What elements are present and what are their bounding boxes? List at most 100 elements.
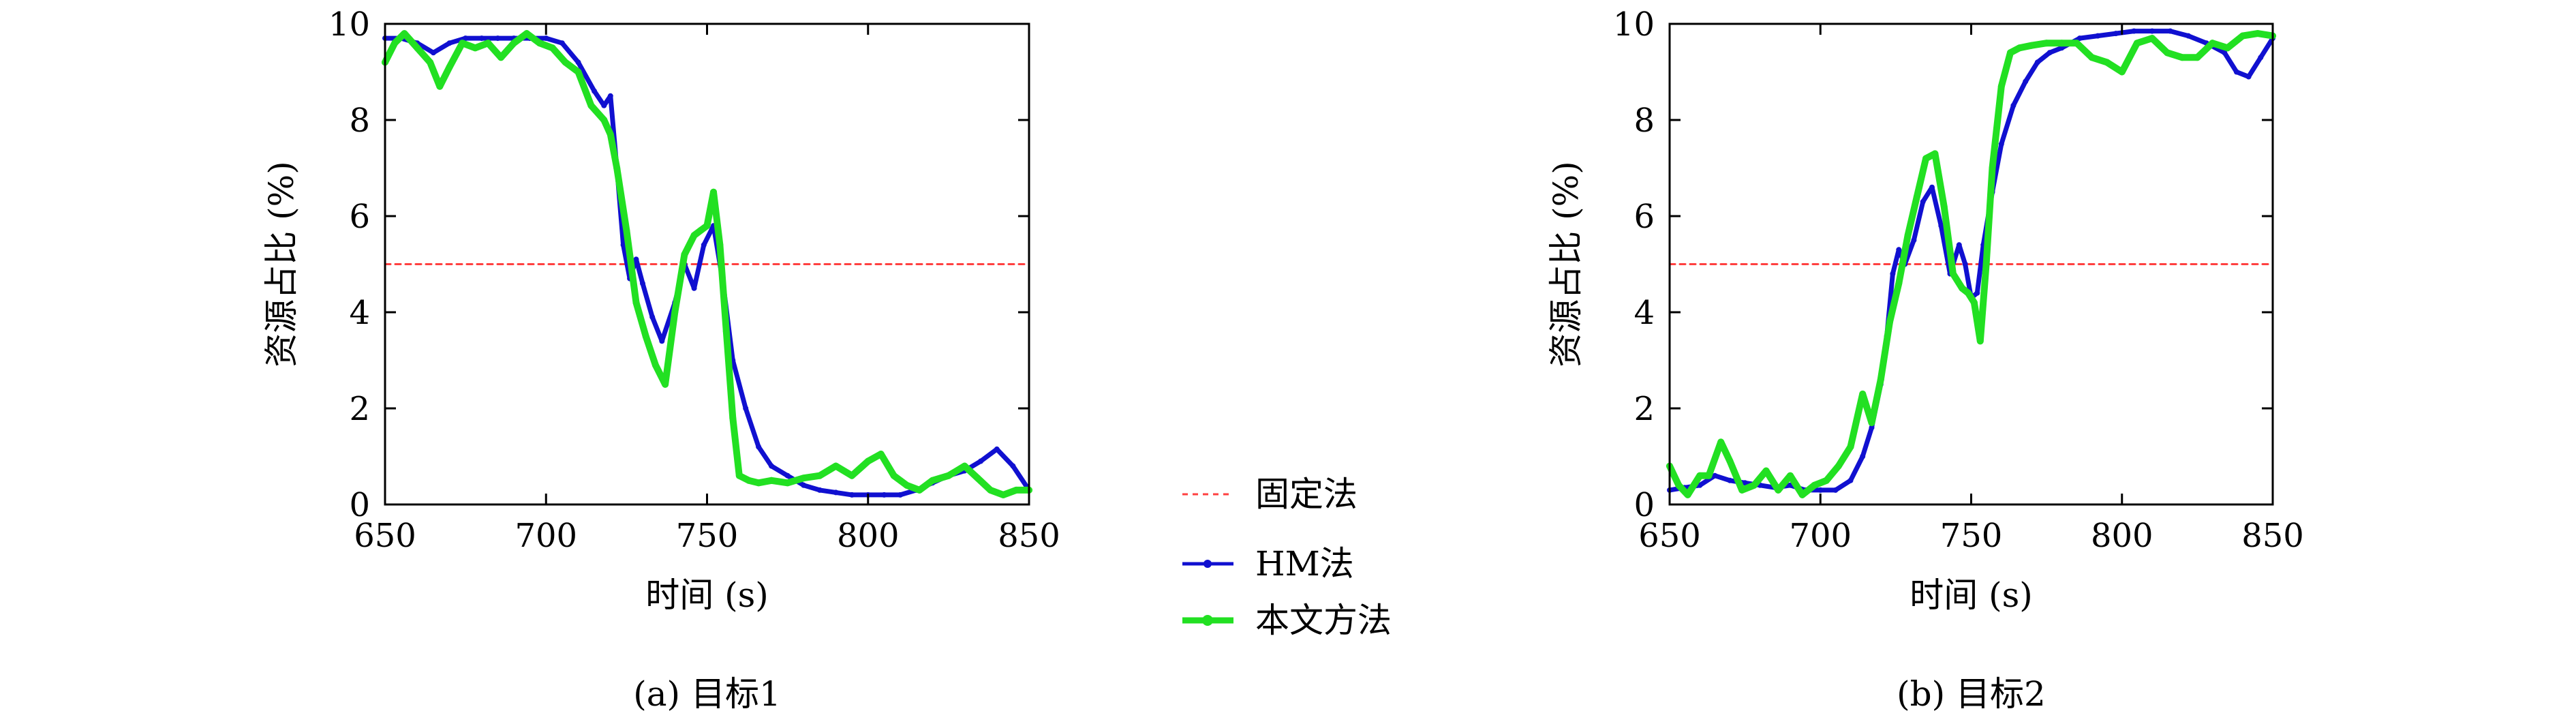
x-tick-label: 700: [1789, 517, 1852, 555]
point-hm-a: [659, 338, 665, 344]
point-hm-b: [1818, 487, 1824, 493]
point-ours-a: [729, 414, 737, 422]
point-ours-a: [987, 486, 994, 494]
point-ours-a: [671, 309, 679, 316]
point-ours-b: [2058, 40, 2066, 47]
point-hm-a: [756, 444, 762, 450]
point-ours-a: [459, 40, 466, 47]
point-ours-a: [427, 59, 434, 66]
point-ours-a: [1000, 491, 1007, 498]
point-hm-b: [1712, 472, 1718, 479]
point-ours-b: [2118, 68, 2126, 76]
point-hm-a: [1010, 463, 1016, 469]
legend-label-ours: 本文方法: [1255, 601, 1392, 640]
point-ours-a: [401, 30, 408, 37]
x-tick-label: 800: [2091, 517, 2153, 555]
point-ours-b: [1922, 155, 1930, 162]
point-hm-b: [2258, 55, 2264, 61]
point-hm-a: [649, 314, 656, 320]
point-ours-b: [1684, 491, 1691, 498]
point-hm-b: [1938, 223, 1944, 229]
y-axis-label: 资源占比 (%): [262, 161, 301, 367]
point-ours-b: [2224, 44, 2231, 52]
point-ours-a: [536, 40, 543, 47]
point-hm-b: [2059, 45, 2065, 51]
point-ours-b: [1931, 150, 1939, 157]
point-hm-a: [575, 59, 581, 65]
point-ours-b: [2043, 40, 2051, 47]
point-ours-a: [710, 188, 717, 196]
point-ours-a: [903, 481, 910, 489]
point-ours-a: [722, 328, 730, 335]
point-ours-b: [1949, 270, 1957, 277]
point-ours-a: [864, 457, 872, 465]
point-ours-a: [523, 30, 530, 37]
point-hm-b: [1998, 141, 2004, 147]
point-ours-a: [632, 299, 640, 306]
point-ours-a: [485, 40, 492, 47]
point-ours-a: [716, 241, 724, 249]
y-tick-label: 6: [349, 198, 370, 236]
x-axis-label: 时间 (s): [645, 575, 769, 615]
point-hm-a: [833, 489, 839, 496]
x-tick-label: 700: [515, 517, 577, 555]
plots-group: 650 700 750 800 850 0 2 4 6 8 10 时间 (s) 资源占比 (%) (a) …: [262, 5, 2304, 714]
x-tick-label: 850: [998, 517, 1060, 555]
point-ours-a: [974, 474, 981, 482]
legend-marker-ours: [1202, 615, 1213, 626]
point-ours-b: [1775, 486, 1782, 494]
point-hm-b: [2095, 33, 2101, 39]
point-hm-b: [2113, 31, 2119, 37]
point-ours-b: [1726, 457, 1734, 465]
point-ours-b: [1798, 491, 1806, 498]
point-hm-b: [1911, 237, 1917, 243]
point-ours-a: [890, 472, 898, 479]
x-tick-label: 750: [1940, 517, 2003, 555]
point-ours-b: [2103, 59, 2111, 66]
point-hm-a: [446, 40, 453, 46]
plot-a: 650 700 750 800 850 0 2 4 6 8 10 时间 (s) 资源占比 (%) (a) …: [262, 5, 1060, 714]
point-ours-b: [1976, 337, 1984, 345]
point-hm-b: [2023, 78, 2029, 85]
point-hm-b: [1956, 242, 1962, 248]
y-tick-label: 4: [1634, 294, 1655, 332]
point-ours-a: [562, 59, 569, 66]
point-ours-b: [1823, 477, 1830, 484]
point-ours-a: [600, 117, 608, 123]
point-ours-a: [784, 479, 791, 487]
point-ours-a: [651, 361, 659, 369]
point-ours-b: [1675, 481, 1683, 489]
point-hm-b: [1833, 487, 1839, 493]
point-ours-b: [1738, 486, 1746, 494]
point-hm-b: [2167, 28, 2173, 34]
legend-marker-hm: [1203, 560, 1212, 568]
point-ours-b: [2164, 49, 2171, 57]
point-ours-a: [848, 472, 856, 479]
point-ours-b: [1750, 481, 1758, 489]
point-ours-a: [832, 462, 840, 470]
point-ours-b: [2016, 44, 2023, 52]
point-ours-a: [768, 477, 775, 484]
point-ours-b: [1717, 438, 1725, 446]
subplot-caption: (a) 目标1: [633, 674, 781, 714]
series-line-hm-b: [1667, 29, 2275, 493]
point-hm-a: [543, 35, 549, 42]
point-ours-b: [1762, 467, 1770, 474]
point-ours-a: [587, 102, 595, 109]
point-hm-a: [849, 492, 855, 498]
point-hm-b: [1929, 184, 1935, 190]
x-tick-label: 650: [354, 517, 416, 555]
point-ours-a: [690, 232, 698, 239]
point-hm-b: [1727, 477, 1733, 483]
y-axis-label: 资源占比 (%): [1546, 161, 1586, 367]
point-hm-b: [2131, 28, 2137, 34]
point-hm-a: [601, 102, 607, 108]
point-ours-b: [2239, 32, 2246, 40]
point-hm-b: [1896, 247, 1902, 253]
legend: 固定法 HM法 本文方法: [1182, 474, 1392, 640]
point-hm-a: [620, 242, 626, 248]
point-ours-b: [1895, 280, 1903, 287]
y-tick-label: 6: [1634, 198, 1655, 236]
point-ours-b: [2254, 30, 2261, 37]
point-hm-a: [463, 35, 469, 42]
